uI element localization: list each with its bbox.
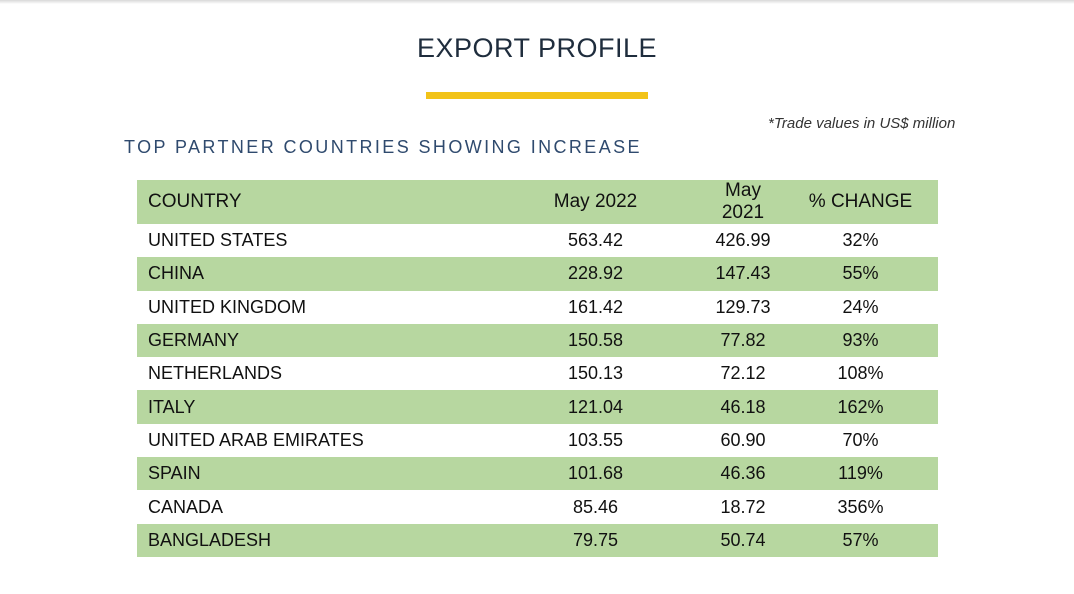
- cell-country: SPAIN: [148, 463, 201, 484]
- cell-may-2021: 46.36: [720, 463, 766, 484]
- cell-pct-change: 93%: [842, 330, 879, 351]
- cell-may-2021: 72.12: [720, 363, 766, 384]
- cell-pct-change: 356%: [837, 496, 884, 517]
- cell-may-2022: 150.58: [567, 330, 624, 351]
- cell-pct-change: 108%: [837, 363, 884, 384]
- cell-pct-change: 32%: [842, 230, 879, 251]
- header-may-2021: May 2021: [721, 180, 765, 223]
- title-underline: [426, 92, 648, 99]
- cell-may-2021: 60.90: [720, 429, 766, 450]
- cell-country: GERMANY: [148, 330, 240, 351]
- cell-country: CHINA: [148, 263, 205, 284]
- header-country: COUNTRY: [148, 191, 242, 212]
- cell-may-2022: 563.42: [567, 230, 624, 251]
- cell-pct-change: 55%: [842, 263, 879, 284]
- table-row: UNITED ARAB EMIRATES 103.55 60.90 70%: [137, 424, 938, 457]
- page-title: EXPORT PROFILE: [416, 33, 658, 63]
- table-row: ITALY 121.04 46.18 162%: [137, 390, 938, 424]
- cell-may-2022: 103.55: [567, 429, 624, 450]
- partner-countries-table: COUNTRY May 2022 May 2021 % CHANGE UNITE…: [137, 180, 938, 557]
- cell-may-2022: 79.75: [572, 529, 619, 550]
- cell-may-2021: 129.73: [715, 296, 771, 317]
- cell-may-2022: 101.68: [567, 463, 624, 484]
- table-row: UNITED STATES 563.42 426.99 32%: [137, 224, 938, 257]
- table-row: UNITED KINGDOM 161.42 129.73 24%: [137, 291, 938, 324]
- cell-pct-change: 57%: [842, 529, 879, 550]
- cell-may-2021: 50.74: [720, 529, 766, 550]
- cell-may-2021: 426.99: [715, 230, 771, 251]
- cell-country: UNITED STATES: [148, 230, 288, 251]
- cell-country: UNITED ARAB EMIRATES: [148, 429, 364, 450]
- table-row: SPAIN 101.68 46.36 119%: [137, 457, 938, 491]
- header-may-2022: May 2022: [553, 191, 638, 212]
- cell-may-2021: 77.82: [720, 330, 766, 351]
- cell-may-2022: 161.42: [567, 296, 624, 317]
- cell-country: ITALY: [148, 396, 196, 417]
- cell-pct-change: 70%: [842, 429, 879, 450]
- trade-values-note: *Trade values in US$ million: [768, 115, 956, 132]
- section-subtitle: TOP PARTNER COUNTRIES SHOWING INCREASE: [124, 137, 642, 157]
- cell-may-2021: 46.18: [720, 396, 766, 417]
- cell-may-2022: 150.13: [567, 363, 624, 384]
- cell-pct-change: 119%: [838, 463, 883, 484]
- table-row: CHINA 228.92 147.43 55%: [137, 257, 938, 291]
- cell-country: UNITED KINGDOM: [148, 296, 307, 317]
- cell-pct-change: 24%: [842, 296, 879, 317]
- cell-may-2022: 85.46: [572, 496, 619, 517]
- table-row: NETHERLANDS 150.13 72.12 108%: [137, 357, 938, 390]
- table-row: CANADA 85.46 18.72 356%: [137, 490, 938, 523]
- top-shadow: [0, 0, 1074, 4]
- header-pct-change: % CHANGE: [808, 191, 913, 212]
- table-row: BANGLADESH 79.75 50.74 57%: [137, 523, 938, 557]
- cell-country: CANADA: [148, 496, 224, 517]
- cell-may-2022: 228.92: [567, 263, 624, 284]
- table-row: GERMANY 150.58 77.82 93%: [137, 323, 938, 358]
- cell-country: NETHERLANDS: [148, 363, 283, 384]
- cell-may-2021: 147.43: [715, 263, 771, 284]
- cell-may-2022: 121.04: [567, 396, 624, 417]
- cell-pct-change: 162%: [837, 396, 884, 417]
- cell-may-2021: 18.72: [720, 496, 766, 517]
- table-header: COUNTRY May 2022 May 2021 % CHANGE: [137, 180, 938, 224]
- cell-country: BANGLADESH: [148, 529, 272, 550]
